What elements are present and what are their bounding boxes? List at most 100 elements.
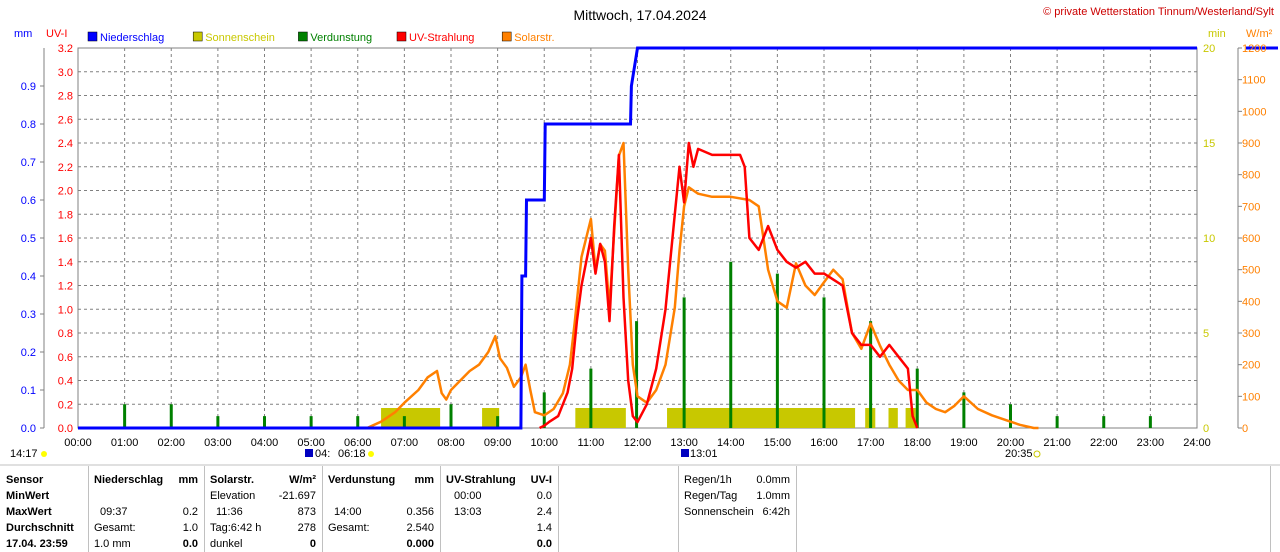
mm-tick-label: 0.4 <box>21 271 36 283</box>
sensor-avg: Durchschnitt <box>6 522 74 534</box>
sunset-icon <box>1033 450 1041 458</box>
data-series <box>78 46 1278 430</box>
solar-state-value: 0 <box>309 538 316 550</box>
legend-swatch <box>396 31 407 42</box>
rain-title: Niederschlag <box>94 474 164 486</box>
sunshine-block <box>575 408 626 428</box>
stats-divider <box>558 466 559 552</box>
uv-tick-label: 0.0 <box>58 423 73 435</box>
wm2-tick-label: 1000 <box>1242 106 1266 118</box>
chart-title: Mittwoch, 17.04.2024 <box>573 7 706 23</box>
uv-max-value: 2.4 <box>536 506 552 518</box>
stats-uv: UV-Strahlung UV-I 00:00 0.0 13:03 2.4 1.4 0… <box>440 466 558 552</box>
sensor-min: MinWert <box>6 490 50 502</box>
series-line-uv <box>539 141 919 430</box>
uv-tick-label: 0.6 <box>58 352 73 364</box>
extra-rain1h-label: Regen/1h <box>684 474 732 486</box>
marker-sunrise-time: 06:18 <box>338 448 366 460</box>
legend-label: Solarstr. <box>514 32 554 44</box>
uv-tick-label: 3.2 <box>58 43 73 55</box>
uv-tick-label: 0.8 <box>58 328 73 340</box>
x-tick-label: 04:00 <box>251 437 279 449</box>
rain-max-value: 0.2 <box>182 506 198 518</box>
evaporation-spikes <box>123 261 1152 428</box>
extra-sun-value: 6:42h <box>762 506 790 518</box>
stats-panel: Sensor MinWert MaxWert Durchschnitt 17.0… <box>0 466 1280 552</box>
series-line-solar <box>366 141 1039 430</box>
legend: Niederschlag Sonnenschein Verdunstung UV-St… <box>87 31 555 44</box>
extra-sun-label: Sonnenschein <box>684 506 754 518</box>
solar-elev-label: Elevation <box>210 490 256 502</box>
mm-tick-label: 0.5 <box>21 233 36 245</box>
uv-tick-label: 0.2 <box>58 399 73 411</box>
extra-rainday-value: 1.0mm <box>756 490 790 502</box>
stats-evap: Verdunstung mm 14:00 0.356 Gesamt: 2.540 0.… <box>322 466 440 552</box>
extra-rainday-label: Regen/Tag <box>684 490 738 502</box>
axis-unit-uv: UV-I <box>46 28 67 40</box>
stats-solar: Solarstr. W/m² Elevation -21.697 11:36 873 … <box>204 466 322 552</box>
legend-label: Verdunstung <box>310 32 372 44</box>
axis-unit-mm: mm <box>14 28 32 40</box>
marker-noon-time: 13:01 <box>690 448 718 460</box>
x-tick-label: 23:00 <box>1137 437 1165 449</box>
evap-max-time: 14:00 <box>334 506 362 518</box>
stats-rain: Niederschlag mm 09:37 0.2 Gesamt: 1.0 1.0 m… <box>88 466 204 552</box>
uv-unit: UV-I <box>530 474 552 486</box>
wm2-tick-label: 700 <box>1242 201 1260 213</box>
stats-divider <box>1270 466 1271 552</box>
x-tick-label: 11:00 <box>578 437 605 449</box>
x-tick-label: 09:00 <box>484 437 512 449</box>
uv-tick-label: 2.0 <box>58 186 73 198</box>
uv-tick-label: 0.4 <box>58 376 73 388</box>
x-tick-label: 16:00 <box>810 437 838 449</box>
sensor-stamp: 17.04. 23:59 <box>6 538 68 550</box>
wm2-tick-label: 600 <box>1242 233 1260 245</box>
wm2-tick-label: 0 <box>1242 423 1248 435</box>
axis-unit-min: min <box>1208 28 1226 40</box>
uv-tick-label: 2.2 <box>58 162 73 174</box>
legend-swatch <box>192 31 203 42</box>
marker-sunrise-label: 04: <box>315 448 330 460</box>
uv-tick-label: 1.8 <box>58 209 73 221</box>
sensor-max: MaxWert <box>6 506 52 518</box>
stats-divider <box>322 466 323 552</box>
marker-left-time: 14:17 <box>10 448 38 460</box>
axis-unit-wm2: W/m² <box>1246 28 1273 40</box>
solar-day-value: 278 <box>297 522 316 534</box>
rain-max-time: 09:37 <box>100 506 128 518</box>
stats-divider <box>440 466 441 552</box>
x-tick-label: 13:00 <box>670 437 698 449</box>
x-tick-label: 01:00 <box>111 437 139 449</box>
wm2-tick-label: 200 <box>1242 360 1260 372</box>
rain-last-bold: 0.0 <box>182 538 198 550</box>
sunrise-icon <box>305 449 313 457</box>
uv-tick-label: 2.4 <box>58 138 73 150</box>
noon-icon <box>681 449 689 457</box>
mm-tick-label: 0.0 <box>21 423 36 435</box>
evap-last-value: 0.000 <box>406 538 434 550</box>
evap-unit: mm <box>414 474 434 486</box>
series-line-niederschlag <box>78 46 1197 430</box>
wm2-tick-label: 500 <box>1242 265 1260 277</box>
solar-unit: W/m² <box>289 474 316 486</box>
evap-total-value: 2.540 <box>406 522 434 534</box>
wm2-tick-label: 900 <box>1242 138 1260 150</box>
solar-elev-value: -21.697 <box>278 490 316 502</box>
x-tick-label: 18:00 <box>903 437 931 449</box>
wm2-tick-label: 300 <box>1242 328 1260 340</box>
stats-divider <box>678 466 679 552</box>
sun-icon <box>41 451 47 457</box>
min-tick-label: 5 <box>1203 328 1209 340</box>
min-tick-label: 15 <box>1203 138 1215 150</box>
wm2-tick-label: 400 <box>1242 296 1260 308</box>
x-tick-label: 17:00 <box>857 437 885 449</box>
mm-tick-label: 0.2 <box>21 347 36 359</box>
sunshine-block <box>482 408 500 428</box>
wm2-tick-label: 1100 <box>1242 75 1266 87</box>
uv-avg-value: 1.4 <box>536 522 552 534</box>
mm-tick-label: 0.8 <box>21 119 36 131</box>
min-tick-label: 10 <box>1203 233 1215 245</box>
uv-tick-label: 3.0 <box>58 67 73 79</box>
solar-max-value: 873 <box>297 506 316 518</box>
uv-tick-label: 1.6 <box>58 233 73 245</box>
